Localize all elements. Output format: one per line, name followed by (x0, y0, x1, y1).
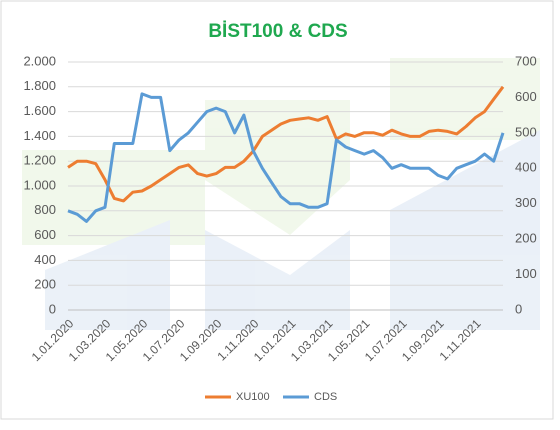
legend-label: CDS (314, 391, 337, 403)
y-tick-label: 1.000 (23, 177, 56, 192)
series-line (67, 92, 505, 223)
y-tick-label: 800 (34, 202, 56, 217)
y-tick-label: 600 (34, 227, 56, 242)
y-tick-label: 1.800 (23, 78, 56, 93)
chart-title: BİST100 & CDS (208, 21, 347, 42)
y-tick-label: 2.000 (23, 53, 56, 68)
y2-tick-label: 100 (515, 266, 537, 281)
y2-tick-label: 700 (515, 53, 537, 68)
y2-tick-label: 500 (515, 124, 537, 139)
y-tick-label: 1.400 (23, 128, 56, 143)
legend-label: XU100 (236, 391, 270, 403)
y-tick-label: 200 (34, 277, 56, 292)
chart-border (0, 0, 554, 420)
series-line (67, 85, 505, 203)
y2-tick-label: 400 (515, 160, 537, 175)
y-tick-label: 1.600 (23, 103, 56, 118)
y-tick-label: 1.200 (23, 153, 56, 168)
y-tick-label: 400 (34, 252, 56, 267)
y2-tick-label: 0 (515, 301, 522, 316)
y2-tick-label: 300 (515, 195, 537, 210)
y2-tick-label: 600 (515, 89, 537, 104)
y2-tick-label: 200 (515, 231, 537, 246)
y-tick-label: 0 (49, 301, 56, 316)
